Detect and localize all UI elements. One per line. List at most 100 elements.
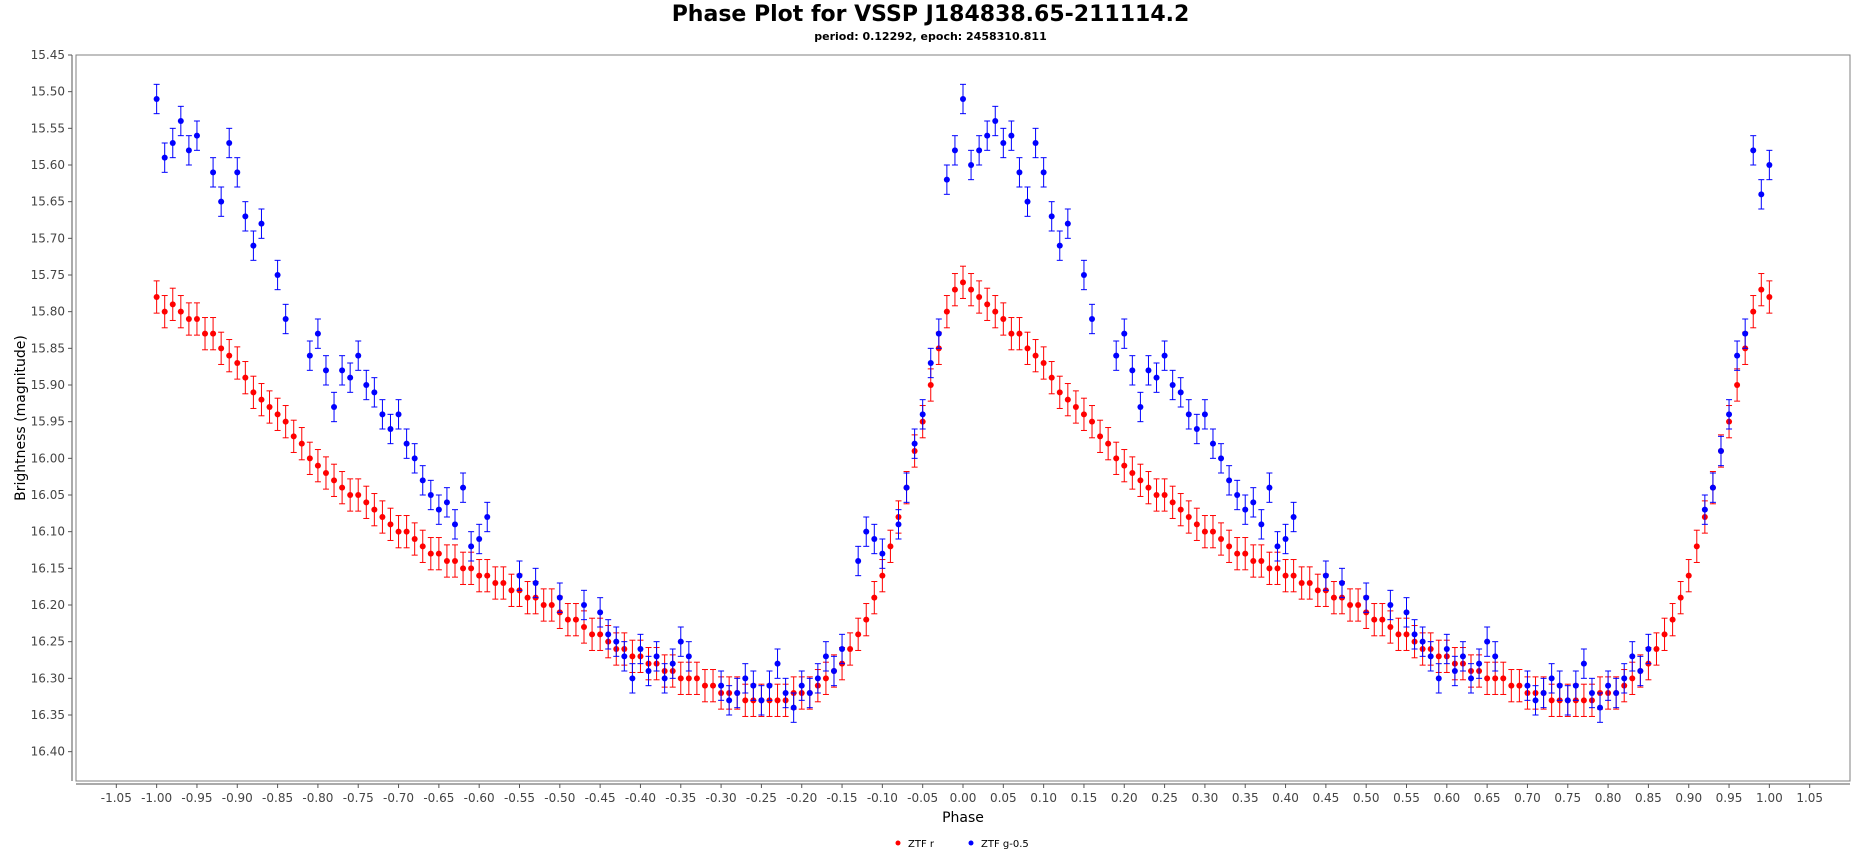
marker bbox=[1298, 580, 1305, 586]
marker bbox=[451, 558, 458, 564]
data-point bbox=[1726, 399, 1733, 430]
data-point bbox=[564, 603, 571, 637]
data-point bbox=[871, 581, 878, 615]
y-tick-label: 16.20 bbox=[31, 598, 65, 612]
marker bbox=[484, 514, 491, 520]
data-point bbox=[492, 566, 499, 600]
marker bbox=[1040, 360, 1047, 366]
marker bbox=[1242, 550, 1249, 557]
data-point bbox=[1137, 463, 1144, 497]
data-point bbox=[822, 641, 829, 672]
data-point bbox=[790, 692, 797, 723]
marker bbox=[943, 176, 950, 183]
data-point bbox=[1766, 149, 1773, 181]
marker bbox=[1629, 675, 1636, 682]
x-tick-label: -0.35 bbox=[665, 791, 696, 805]
data-point bbox=[782, 677, 789, 709]
legend-label: ZTF r bbox=[908, 839, 935, 850]
data-point bbox=[355, 340, 362, 371]
x-tick-label: 0.80 bbox=[1595, 791, 1622, 805]
marker bbox=[1064, 396, 1071, 403]
marker bbox=[1145, 367, 1152, 374]
data-point bbox=[701, 669, 708, 703]
marker bbox=[1089, 418, 1096, 425]
data-point bbox=[476, 559, 483, 593]
marker bbox=[274, 411, 281, 418]
legend-marker bbox=[895, 840, 901, 846]
data-point bbox=[798, 670, 805, 701]
marker bbox=[395, 411, 402, 418]
marker bbox=[597, 631, 604, 638]
data-point bbox=[1443, 633, 1450, 665]
x-tick-label: -0.40 bbox=[625, 791, 656, 805]
data-point bbox=[1347, 588, 1354, 622]
data-point bbox=[322, 456, 329, 490]
data-point bbox=[1597, 692, 1604, 723]
data-point bbox=[395, 399, 402, 430]
marker bbox=[976, 147, 983, 154]
data-point bbox=[1153, 362, 1160, 393]
marker bbox=[1024, 198, 1031, 205]
data-point bbox=[1145, 355, 1152, 386]
marker bbox=[1524, 682, 1531, 689]
data-point bbox=[427, 479, 434, 511]
data-point bbox=[331, 463, 338, 497]
marker bbox=[1129, 367, 1136, 374]
marker bbox=[742, 675, 749, 682]
marker bbox=[1750, 147, 1757, 154]
data-point bbox=[1701, 494, 1708, 525]
data-point bbox=[468, 531, 475, 562]
data-point bbox=[1048, 361, 1055, 395]
data-point bbox=[1613, 677, 1620, 709]
x-tick-label: 0.90 bbox=[1675, 791, 1702, 805]
data-point bbox=[1371, 603, 1378, 637]
marker bbox=[790, 704, 797, 711]
marker bbox=[314, 462, 321, 469]
marker bbox=[1137, 404, 1144, 410]
y-tick-label: 15.45 bbox=[31, 48, 65, 62]
marker bbox=[1242, 506, 1249, 513]
data-point bbox=[951, 273, 958, 307]
marker bbox=[1145, 484, 1152, 491]
data-point bbox=[1234, 479, 1241, 511]
data-point bbox=[290, 419, 297, 453]
marker bbox=[1605, 682, 1612, 689]
data-point bbox=[1387, 589, 1394, 621]
marker bbox=[210, 169, 217, 176]
marker bbox=[1717, 448, 1724, 454]
marker bbox=[1161, 492, 1168, 498]
marker bbox=[1330, 594, 1337, 601]
marker bbox=[193, 132, 200, 139]
data-point bbox=[1282, 523, 1289, 555]
marker bbox=[718, 682, 725, 689]
marker bbox=[1113, 352, 1120, 359]
data-point bbox=[443, 487, 450, 518]
marker bbox=[968, 286, 975, 293]
data-point bbox=[451, 544, 458, 578]
marker bbox=[629, 653, 636, 660]
marker bbox=[1314, 587, 1321, 594]
x-tick-label: -0.85 bbox=[262, 791, 293, 805]
marker bbox=[548, 602, 555, 608]
data-point bbox=[629, 663, 636, 694]
data-point bbox=[1242, 494, 1249, 525]
data-point bbox=[1080, 259, 1087, 291]
marker bbox=[371, 506, 378, 513]
data-point bbox=[1411, 619, 1418, 650]
data-point bbox=[1717, 435, 1724, 467]
marker bbox=[242, 213, 249, 220]
marker bbox=[508, 587, 515, 594]
data-point bbox=[766, 670, 773, 701]
x-tick-label: 0.60 bbox=[1433, 791, 1460, 805]
data-point bbox=[621, 641, 628, 672]
data-point bbox=[185, 302, 192, 336]
marker bbox=[1548, 697, 1555, 704]
data-point bbox=[1476, 648, 1483, 679]
data-point bbox=[653, 641, 660, 672]
marker bbox=[1709, 484, 1716, 491]
data-point bbox=[363, 485, 370, 519]
marker bbox=[395, 528, 402, 535]
data-point bbox=[1113, 441, 1120, 475]
marker bbox=[613, 638, 620, 645]
x-tick-label: 0.70 bbox=[1514, 791, 1541, 805]
